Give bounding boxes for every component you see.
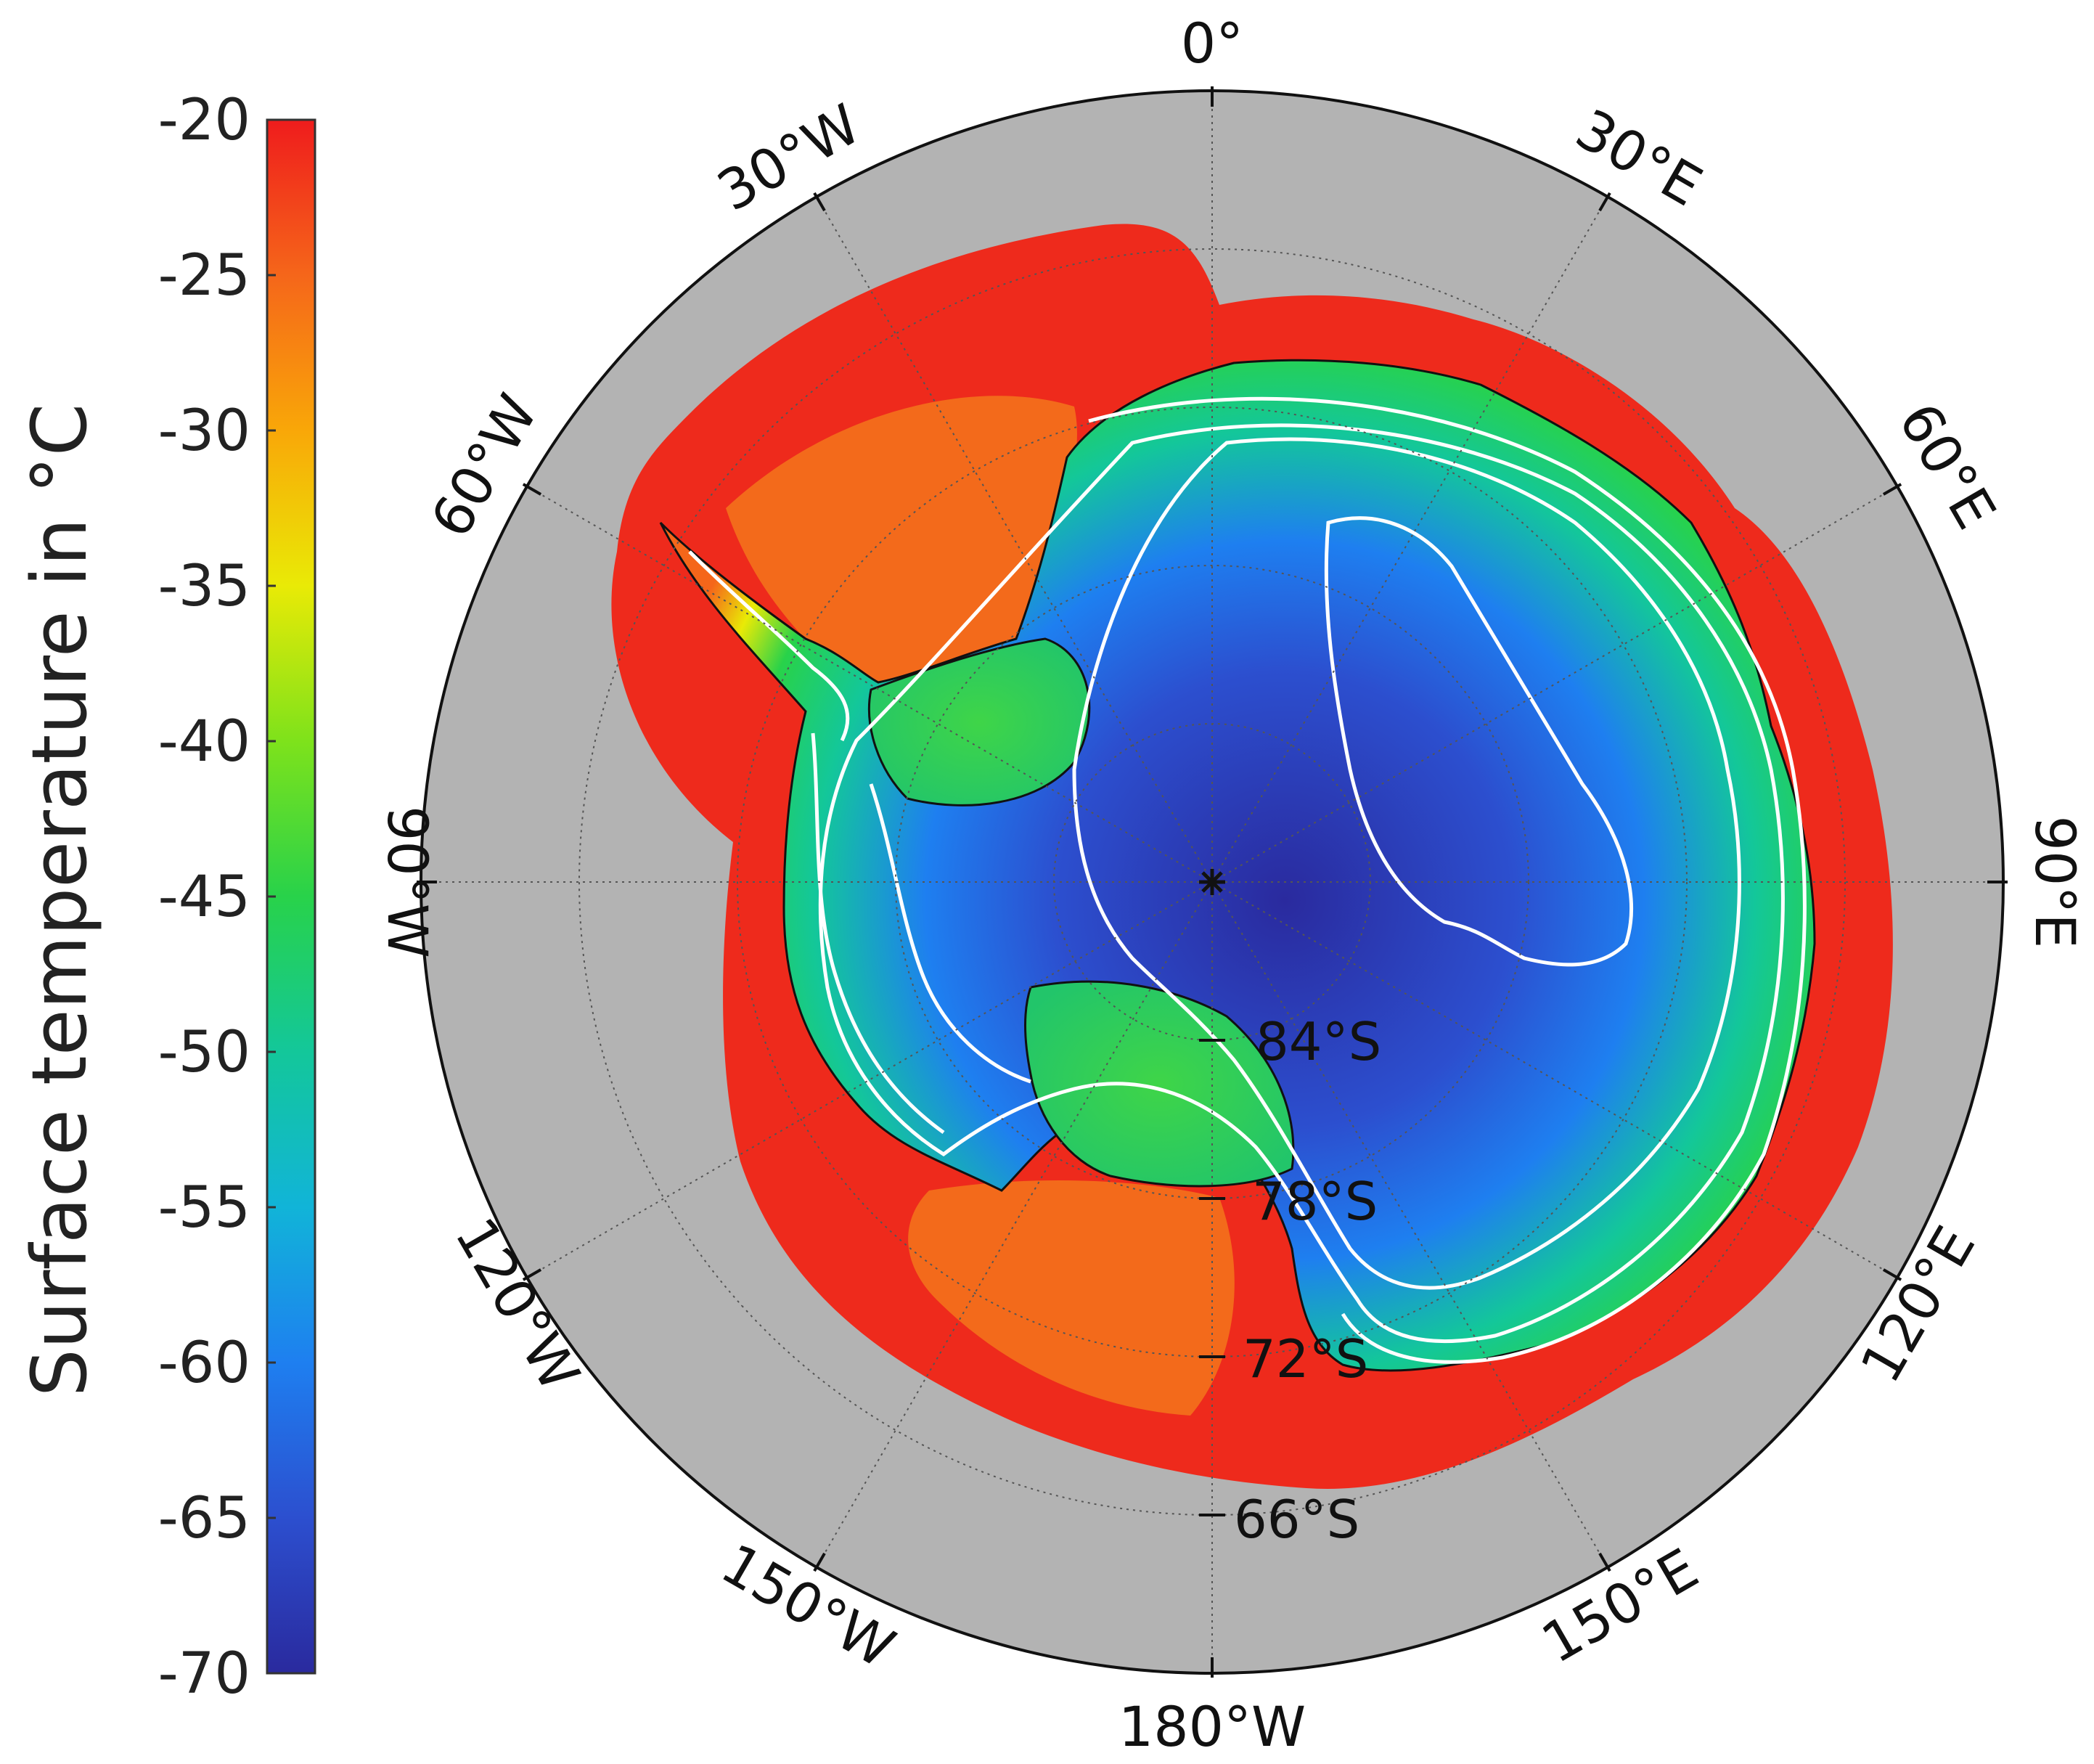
colorbar-tick-label: -20 (158, 88, 250, 153)
colorbar-tick-label: -30 (158, 399, 250, 464)
contour-ring-3 (1088, 396, 1807, 1364)
frame-tick (813, 192, 826, 212)
colorbar-tick-label: -50 (158, 1020, 250, 1085)
colorbar-title: Surface temperature in °C (15, 404, 104, 1397)
lon-label-90e: 90°E (2023, 816, 2087, 949)
frame-tick (1598, 1552, 1611, 1572)
colorbar-ticks: -20 -25 -30 -35 -40 -45 -50 -55 -60 -65 -70 (158, 88, 276, 1707)
contour-peninsula (688, 550, 850, 742)
contour-inner (1324, 516, 1633, 967)
lon-label-180w: 180°W (1118, 1694, 1306, 1759)
contour-ring-1 (1072, 437, 1741, 1290)
colorbar: -20 -25 -30 -35 -40 -45 -50 -55 -60 -65 -70 Surfac… (15, 88, 316, 1707)
lat-label-72s: 72°S (1243, 1328, 1368, 1389)
contour-west-2 (869, 783, 1031, 1084)
contour-west-1 (811, 732, 945, 1135)
meridian-line (816, 881, 1213, 1568)
meridian-line (1211, 881, 1608, 1568)
temperature-contours (688, 396, 1807, 1364)
frame-tick (1598, 192, 1611, 212)
frame-tick (1882, 483, 1902, 496)
lat-label-66s: 66°S (1234, 1489, 1359, 1550)
colorbar-tick-label: -55 (158, 1175, 250, 1241)
polar-map: 84°S 78°S 72°S 66°S 0° 30°E 60°E 90°E 12… (375, 11, 2087, 1759)
lon-label-0: 0° (1181, 11, 1243, 75)
weddell-sea-warm-area (726, 396, 1077, 697)
lon-label-90w: 90°W (375, 806, 440, 958)
frame-tick (522, 483, 542, 496)
meridian-line (1211, 881, 1898, 1278)
colorbar-tick-label: -40 (158, 709, 250, 775)
meridian-line (526, 486, 1213, 883)
colorbar-tick-label: -45 (158, 865, 250, 930)
frame-tick (1882, 1268, 1902, 1281)
meridian-line (816, 196, 1213, 883)
south-pole-marker (1199, 869, 1225, 895)
map-content (421, 91, 2003, 1673)
colorbar-tick-label: -60 (158, 1331, 250, 1396)
frame-tick (813, 1552, 826, 1572)
lat-label-84s: 84°S (1256, 1011, 1381, 1072)
meridian-line (1211, 196, 1608, 883)
colorbar-tick-label: -25 (158, 243, 250, 309)
meridian-line (526, 881, 1213, 1278)
colorbar-tick-label: -35 (158, 554, 250, 619)
lat-label-78s: 78°S (1252, 1171, 1378, 1232)
antarctic-ice-sheet (659, 359, 1816, 1372)
frame-ticks (417, 86, 2008, 1678)
colorbar-tick-label: -65 (158, 1486, 250, 1551)
ross-ice-shelf (1024, 980, 1295, 1188)
meridians (421, 91, 2003, 1673)
latitude-labels: 84°S 78°S 72°S 66°S (1199, 1011, 1381, 1550)
frame-tick (522, 1268, 542, 1281)
meridian-line (1211, 486, 1898, 883)
ross-sea-warm-area (908, 1180, 1235, 1416)
colorbar-tick-label: -70 (158, 1641, 250, 1707)
